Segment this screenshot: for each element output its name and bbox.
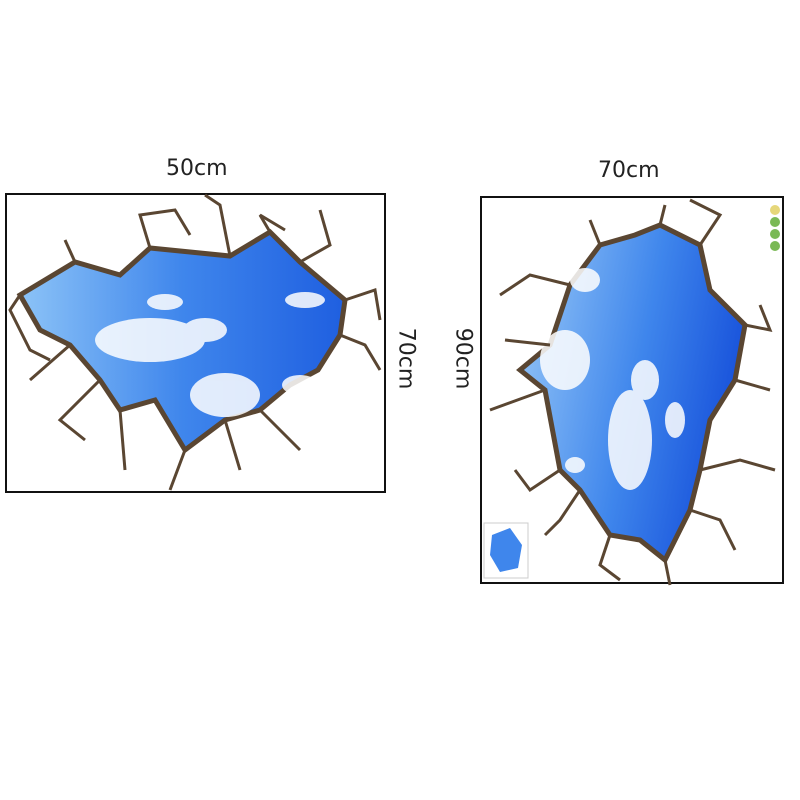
right-width-label: 70cm (598, 158, 660, 183)
right-sky-hole (489, 198, 776, 586)
right-cracks (489, 198, 776, 586)
right-clouds (540, 268, 685, 490)
left-cracks (8, 193, 382, 491)
left-width-label: 50cm (166, 156, 228, 181)
left-sky-hole (8, 193, 382, 491)
thumbnail-preview (483, 522, 529, 579)
eco-badge-icons (770, 205, 780, 251)
left-clouds (95, 292, 325, 417)
